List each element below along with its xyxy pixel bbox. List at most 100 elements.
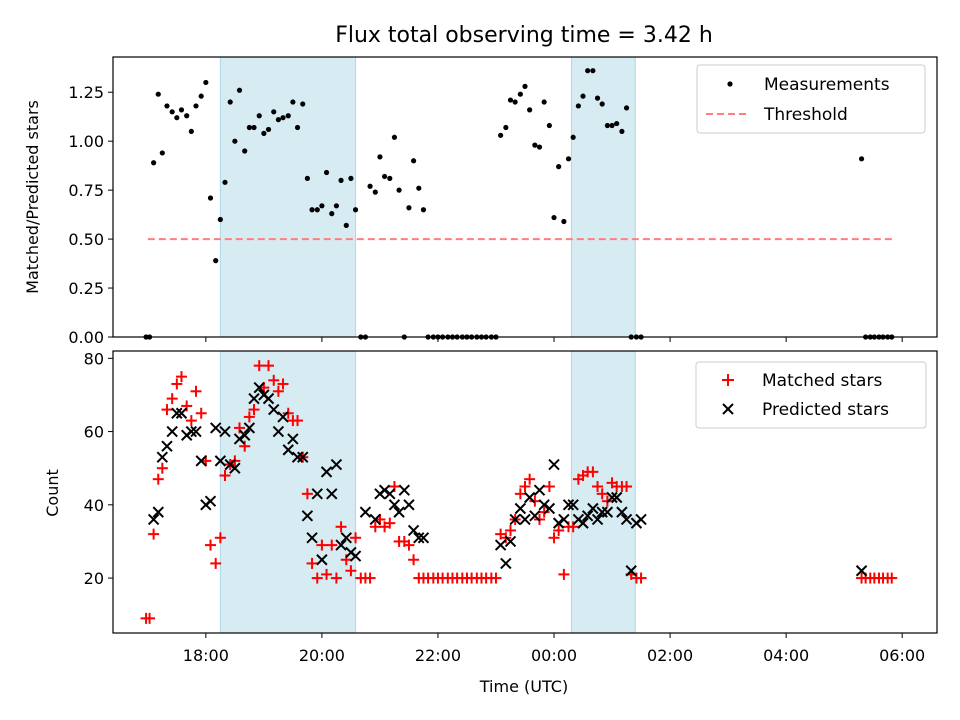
matched-star-point — [234, 422, 246, 434]
predicted-star-point — [552, 517, 565, 529]
measurement-point — [498, 132, 504, 138]
measurement-point — [207, 195, 214, 201]
matched-star-point — [543, 481, 555, 493]
measurement-point — [381, 173, 388, 180]
predicted-star-point — [610, 491, 623, 504]
matched-star-point — [152, 473, 164, 485]
predicted-star-point — [311, 488, 323, 500]
predicted-star-point — [190, 425, 202, 438]
matched-star-point — [253, 360, 265, 372]
predicted-star-point — [625, 565, 637, 577]
measurement-point — [285, 113, 291, 119]
measurement-point — [275, 117, 281, 123]
matched-star-point — [558, 568, 570, 580]
measurement-point — [348, 175, 354, 181]
measurement-point — [575, 103, 581, 109]
measurement-point — [556, 164, 562, 170]
measurement-point — [387, 175, 393, 181]
predicted-star-point — [326, 488, 338, 500]
predicted-star-point — [297, 451, 309, 463]
matched-star-point — [239, 440, 251, 452]
bottom-ytick-label: 60 — [84, 423, 104, 442]
top-ytick-label: 0.25 — [68, 279, 104, 298]
measurement-point — [561, 218, 567, 225]
predicted-star-point — [291, 451, 304, 463]
matched-star-point — [248, 404, 260, 416]
matched-star-point — [175, 371, 187, 383]
predicted-star-point — [587, 502, 599, 515]
measurement-point — [396, 187, 402, 193]
predicted-star-point — [277, 411, 289, 423]
matched-star-point — [277, 378, 289, 390]
measurement-point — [178, 107, 185, 113]
predicted-star-point — [330, 458, 343, 471]
matched-star-point — [195, 407, 207, 419]
top-ytick-label: 1.00 — [68, 132, 104, 151]
bottom-panel: 20 40 60 80 18:00 20:00 22:00 00:00 02:00 04:00 0… — [43, 349, 938, 696]
matched-star-point — [369, 521, 381, 533]
measurement-point — [858, 156, 865, 162]
matched-star-point — [538, 506, 550, 518]
matched-star-point — [596, 488, 608, 500]
legend-measurements-marker — [727, 81, 733, 87]
predicted-star-point — [253, 381, 265, 394]
matched-star-point — [148, 528, 160, 540]
predicted-star-point — [185, 425, 198, 438]
matched-star-point — [350, 532, 362, 544]
measurement-point — [565, 156, 572, 162]
measurement-point — [198, 93, 204, 99]
predicted-star-point — [219, 425, 231, 438]
predicted-star-point — [268, 403, 280, 416]
measurement-point — [503, 124, 509, 131]
predicted-star-point — [591, 513, 604, 526]
matched-star-point — [335, 521, 347, 533]
matched-star-point — [181, 400, 193, 412]
predicted-star-point — [504, 535, 517, 548]
predicted-star-point — [340, 532, 352, 544]
predicted-star-point — [388, 499, 401, 511]
bottom-xlabel: Time (UTC) — [479, 677, 568, 696]
bottom-xtick-label: 20:00 — [299, 646, 345, 665]
chart-title: Flux total observing time = 3.42 h — [335, 23, 713, 48]
matched-star-point — [292, 415, 304, 427]
predicted-star-point — [335, 539, 347, 551]
matched-star-point — [166, 393, 178, 405]
matched-star-point — [321, 568, 333, 580]
predicted-star-point — [514, 502, 527, 515]
matched-star-point — [504, 524, 516, 536]
matched-star-point — [263, 360, 275, 372]
measurement-point — [367, 183, 373, 189]
predicted-star-point — [378, 484, 391, 496]
measurement-point — [227, 99, 233, 105]
matched-star-point — [587, 466, 599, 478]
matched-star-point — [408, 554, 420, 566]
matched-star-point — [567, 521, 579, 533]
predicted-star-point — [398, 484, 411, 496]
measurement-point — [410, 158, 417, 164]
measurement-point — [522, 83, 528, 89]
matched-star-point — [185, 415, 197, 427]
matched-star-point — [548, 532, 560, 544]
predicted-star-point — [233, 433, 246, 445]
top-legend: Measurements Threshold — [696, 64, 926, 134]
bottom-xtick-label: 02:00 — [647, 646, 693, 665]
shaded-interval — [219, 350, 357, 634]
predicted-star-point — [282, 444, 294, 456]
matched-star-point — [330, 572, 342, 584]
matched-star-point — [272, 385, 284, 397]
matched-star-point — [144, 612, 156, 624]
measurement-point — [420, 207, 427, 213]
measurement-point — [329, 211, 335, 217]
matched-star-point — [364, 572, 376, 584]
predicted-star-point — [533, 484, 546, 496]
measurement-point — [604, 122, 611, 129]
legend-predicted-marker — [722, 403, 734, 415]
predicted-star-point — [210, 422, 222, 434]
predicted-star-point — [581, 510, 594, 522]
matched-star-point — [204, 539, 216, 551]
measurement-point — [614, 120, 620, 127]
matched-star-point — [156, 462, 168, 474]
predicted-star-point — [156, 451, 169, 463]
bottom-axes-frame — [112, 350, 938, 634]
